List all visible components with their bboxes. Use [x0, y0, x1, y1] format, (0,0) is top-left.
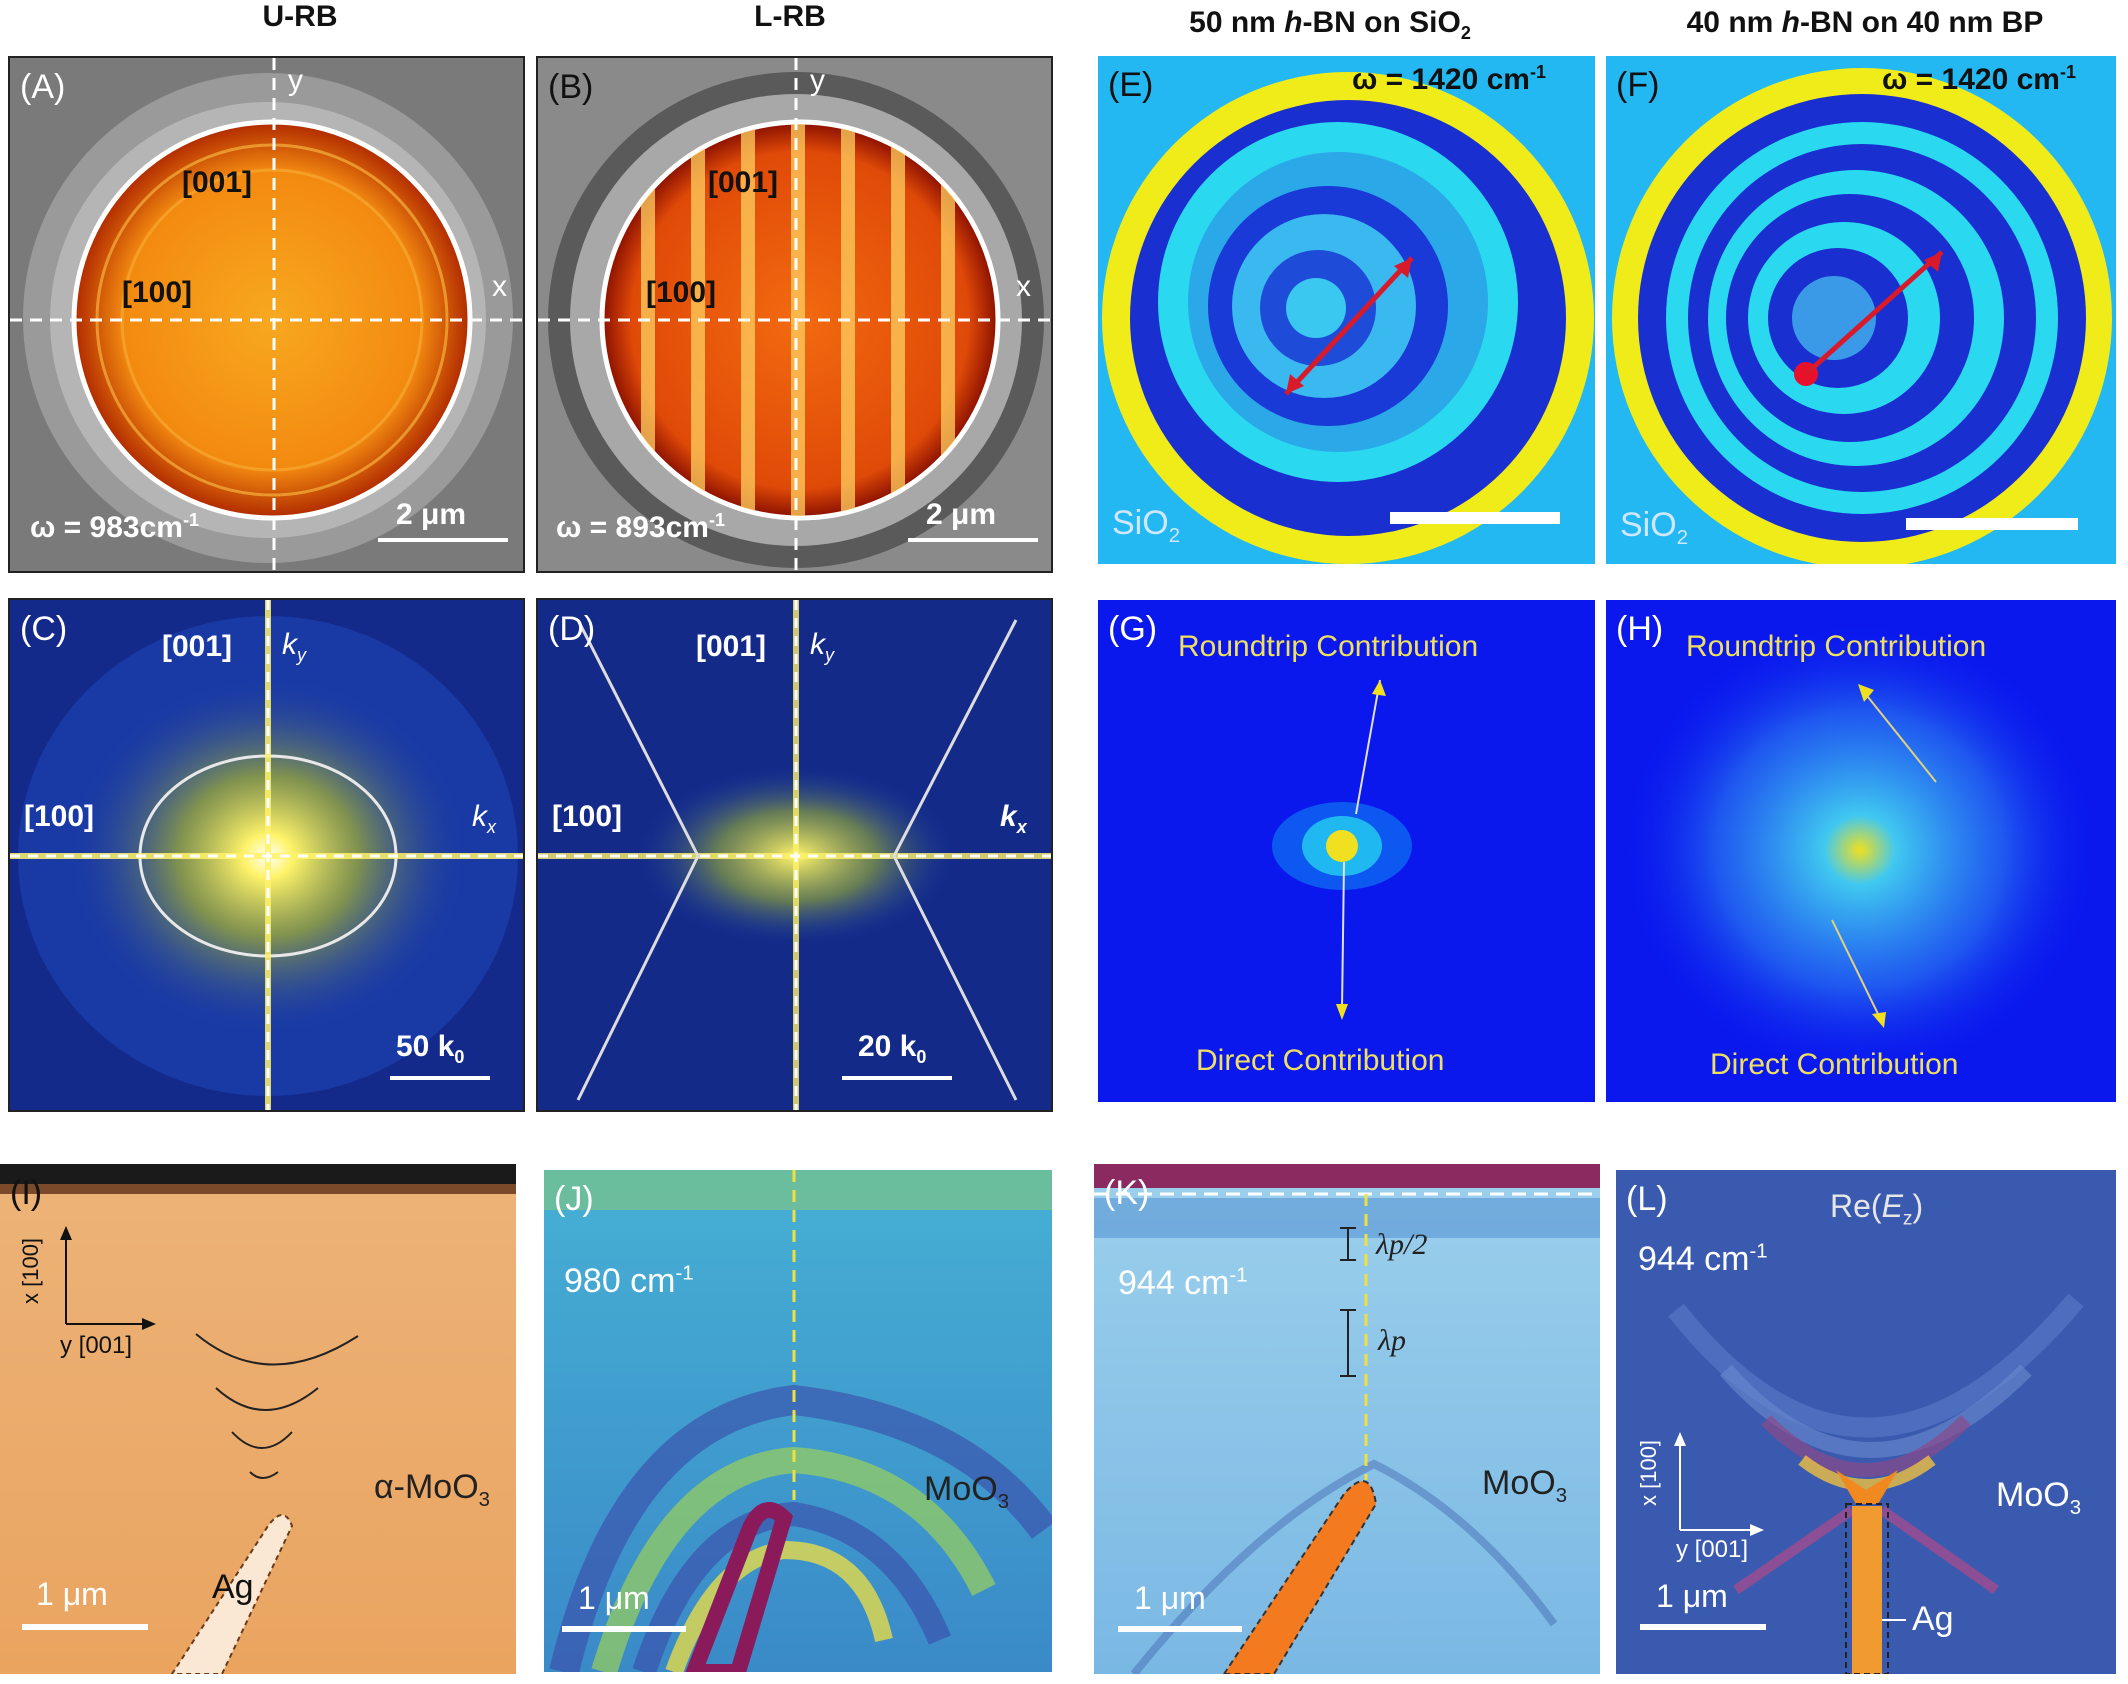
panel-g: (G) Roundtrip Contribution Direct Contri… [1098, 600, 1595, 1102]
panel-e-omega: ω = 1420 cm-1 [1352, 62, 1546, 96]
panel-e: (E) ω = 1420 cm-1 SiO2 [1098, 56, 1595, 564]
panel-g-direct: Direct Contribution [1196, 1044, 1445, 1077]
title-f: 40 nm h-BN on 40 nm BP [1686, 6, 2044, 39]
panel-j-scale-bar [562, 1626, 686, 1632]
panel-j-image [544, 1170, 1052, 1672]
panel-i-material: α-MoO3 [374, 1468, 490, 1511]
panel-c-image [10, 600, 523, 1110]
panel-k-label: (K) [1104, 1174, 1150, 1212]
panel-a-scale-label: 2 μm [396, 498, 467, 531]
panel-h-direct: Direct Contribution [1710, 1048, 1959, 1081]
panel-d-image [538, 600, 1051, 1110]
panel-k-freq: 944 cm-1 [1118, 1264, 1248, 1302]
panel-l-x-axis: x [100] [1636, 1439, 1661, 1506]
panel-e-image [1102, 72, 1594, 564]
panel-i-scale-label: 1 μm [36, 1576, 108, 1612]
panel-c-scale-bar [390, 1076, 490, 1080]
panel-g-image [1098, 600, 1595, 1102]
panel-i: (I) x [100] y [001] α-MoO3 Ag 1 μm [0, 1164, 516, 1674]
panel-h-label: (H) [1616, 610, 1664, 648]
panel-l-label: (L) [1626, 1180, 1668, 1218]
panel-a: (A) y x [001] [100] ω = 983cm-1 2 μm [8, 56, 525, 573]
panel-l-ag: Ag [1912, 1600, 1954, 1638]
panel-c-dir-001: [001] [162, 630, 233, 663]
panel-b-image [538, 58, 1051, 571]
panel-l-image [1616, 1170, 2116, 1674]
panel-k: (K) 944 cm-1 λp/2 λp MoO3 1 μm [1094, 1164, 1600, 1674]
panel-c-kx: kx [472, 800, 496, 837]
panel-l-y-axis: y [001] [1676, 1536, 1749, 1563]
panel-k-half-lambda: λp/2 [1376, 1228, 1428, 1261]
panel-j: (J) 980 cm-1 MoO3 1 μm [544, 1170, 1052, 1672]
panel-a-x-axis: x [492, 270, 507, 303]
panel-b-dir-100: [100] [646, 276, 717, 309]
panel-b: (B) y x [001] [100] ω = 893cm-1 2 μm [536, 56, 1053, 573]
panel-i-y-axis: y [001] [60, 1332, 133, 1359]
panel-g-roundtrip: Roundtrip Contribution [1178, 630, 1479, 663]
panel-j-scale-label: 1 μm [578, 1580, 650, 1616]
panel-j-material: MoO3 [924, 1470, 1010, 1513]
panel-j-label: (J) [554, 1180, 594, 1218]
panel-f-label: (F) [1616, 66, 1660, 104]
panel-e-label: (E) [1108, 66, 1154, 104]
panel-a-omega: ω = 983cm-1 [30, 510, 199, 544]
panel-d-kx: kx [1000, 800, 1027, 837]
panel-f-omega: ω = 1420 cm-1 [1882, 62, 2076, 96]
panel-l-scale-bar [1640, 1624, 1766, 1630]
panel-a-label: (A) [20, 68, 66, 106]
panel-b-dir-001: [001] [708, 166, 779, 199]
panel-a-image [10, 58, 523, 571]
panel-l: (L) Re(Ez) 944 cm-1 x [100] y [001] MoO3… [1616, 1170, 2116, 1674]
panel-d-scale-label: 20 k0 [858, 1030, 927, 1067]
panel-c-dir-100: [100] [24, 800, 95, 833]
panel-f-image [1612, 68, 2112, 564]
panel-b-scale-bar [908, 538, 1038, 542]
panel-f: (F) ω = 1420 cm-1 SiO2 [1606, 56, 2116, 564]
title-l-rb: L-RB [754, 0, 826, 33]
panel-i-image [0, 1164, 516, 1674]
panel-d-scale-bar [842, 1076, 952, 1080]
panel-d-ky: ky [810, 628, 834, 665]
panel-b-omega: ω = 893cm-1 [556, 510, 725, 544]
panel-d: (D) [001] [100] ky kx 20 k0 [536, 598, 1053, 1112]
panel-d-label: (D) [548, 610, 596, 648]
panel-c-scale-label: 50 k0 [396, 1030, 465, 1067]
panel-i-x-axis: x [100] [18, 1237, 43, 1304]
panel-l-scale-label: 1 μm [1656, 1578, 1728, 1614]
panel-c-label: (C) [20, 610, 68, 648]
panel-l-material: MoO3 [1996, 1476, 2082, 1519]
panel-b-scale-label: 2 μm [926, 498, 997, 531]
panel-i-scale-bar [22, 1624, 148, 1630]
panel-a-dir-100: [100] [122, 276, 193, 309]
panel-k-scale-bar [1118, 1626, 1242, 1632]
panel-b-x-axis: x [1016, 270, 1031, 303]
panel-i-ag: Ag [212, 1568, 254, 1606]
panel-k-lambda: λp [1378, 1324, 1406, 1357]
panel-a-dir-001: [001] [182, 166, 253, 199]
panel-j-freq: 980 cm-1 [564, 1262, 694, 1300]
panel-k-scale-label: 1 μm [1134, 1580, 1206, 1616]
panel-e-substrate: SiO2 [1112, 504, 1181, 547]
panel-c-ky: ky [282, 628, 306, 665]
panel-d-dir-001: [001] [696, 630, 767, 663]
panel-i-label: (I) [10, 1174, 43, 1212]
panel-h: (H) Roundtrip Contribution Direct Contri… [1606, 600, 2116, 1102]
panel-d-dir-100: [100] [552, 800, 623, 833]
panel-k-image [1094, 1164, 1600, 1674]
panel-b-label: (B) [548, 68, 594, 106]
panel-b-y-axis: y [810, 64, 825, 97]
panel-a-scale-bar [378, 538, 508, 542]
panel-h-roundtrip: Roundtrip Contribution [1686, 630, 1987, 663]
panel-c: (C) [001] [100] ky kx 50 k0 [8, 598, 525, 1112]
panel-l-freq: 944 cm-1 [1638, 1240, 1768, 1278]
panel-l-field: Re(Ez) [1830, 1188, 1924, 1230]
title-u-rb: U-RB [262, 0, 338, 33]
panel-g-label: (G) [1108, 610, 1158, 648]
panel-f-substrate: SiO2 [1620, 506, 1689, 549]
panel-a-y-axis: y [288, 64, 303, 97]
title-e: 50 nm h-BN on SiO2 [1189, 6, 1471, 43]
panel-k-material: MoO3 [1482, 1464, 1568, 1507]
panel-h-image [1606, 600, 2116, 1102]
